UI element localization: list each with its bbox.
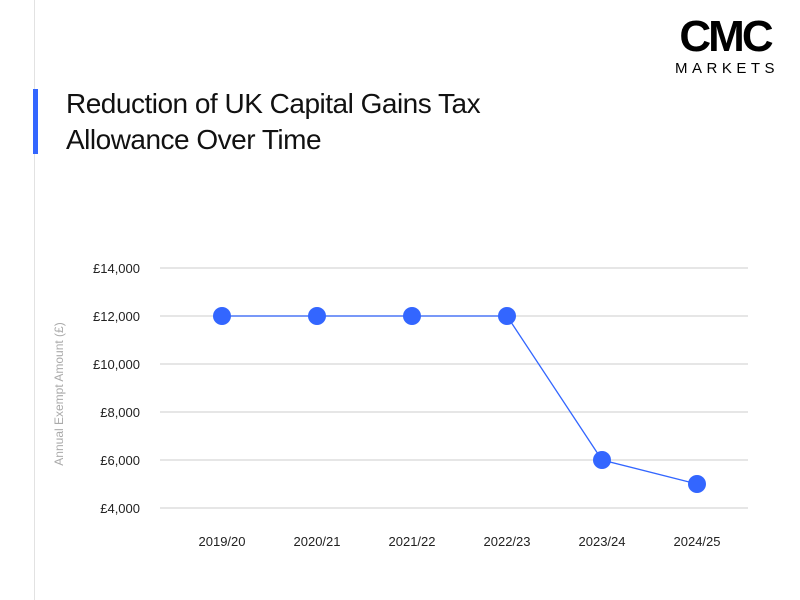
y-tick-label: £12,000	[93, 309, 140, 324]
x-tick-label: 2021/22	[389, 534, 436, 549]
y-axis-label: Annual Exempt Amount (£)	[52, 322, 66, 465]
data-point	[688, 475, 706, 493]
title-accent-bar	[33, 89, 38, 154]
logo-mark: CMC	[679, 12, 773, 61]
y-tick-label: £6,000	[100, 453, 140, 468]
cmc-markets-logo: CMC MARKETS	[664, 14, 786, 78]
series-line	[222, 315, 698, 485]
y-tick-label: £4,000	[100, 501, 140, 516]
x-tick-label: 2023/24	[579, 534, 626, 549]
data-point	[308, 307, 326, 325]
x-tick-label: 2022/23	[484, 534, 531, 549]
x-tick-label: 2019/20	[199, 534, 246, 549]
left-divider	[34, 0, 35, 600]
y-tick-label: £8,000	[100, 405, 140, 420]
x-tick-label: 2020/21	[294, 534, 341, 549]
y-tick-label: £10,000	[93, 357, 140, 372]
data-point	[403, 307, 421, 325]
data-point	[593, 451, 611, 469]
data-point	[498, 307, 516, 325]
logo-sub: MARKETS	[674, 60, 779, 77]
y-tick-label: £14,000	[93, 261, 140, 276]
data-point	[213, 307, 231, 325]
x-tick-label: 2024/25	[674, 534, 721, 549]
chart-title: Reduction of UK Capital Gains Tax Allowa…	[66, 88, 481, 155]
